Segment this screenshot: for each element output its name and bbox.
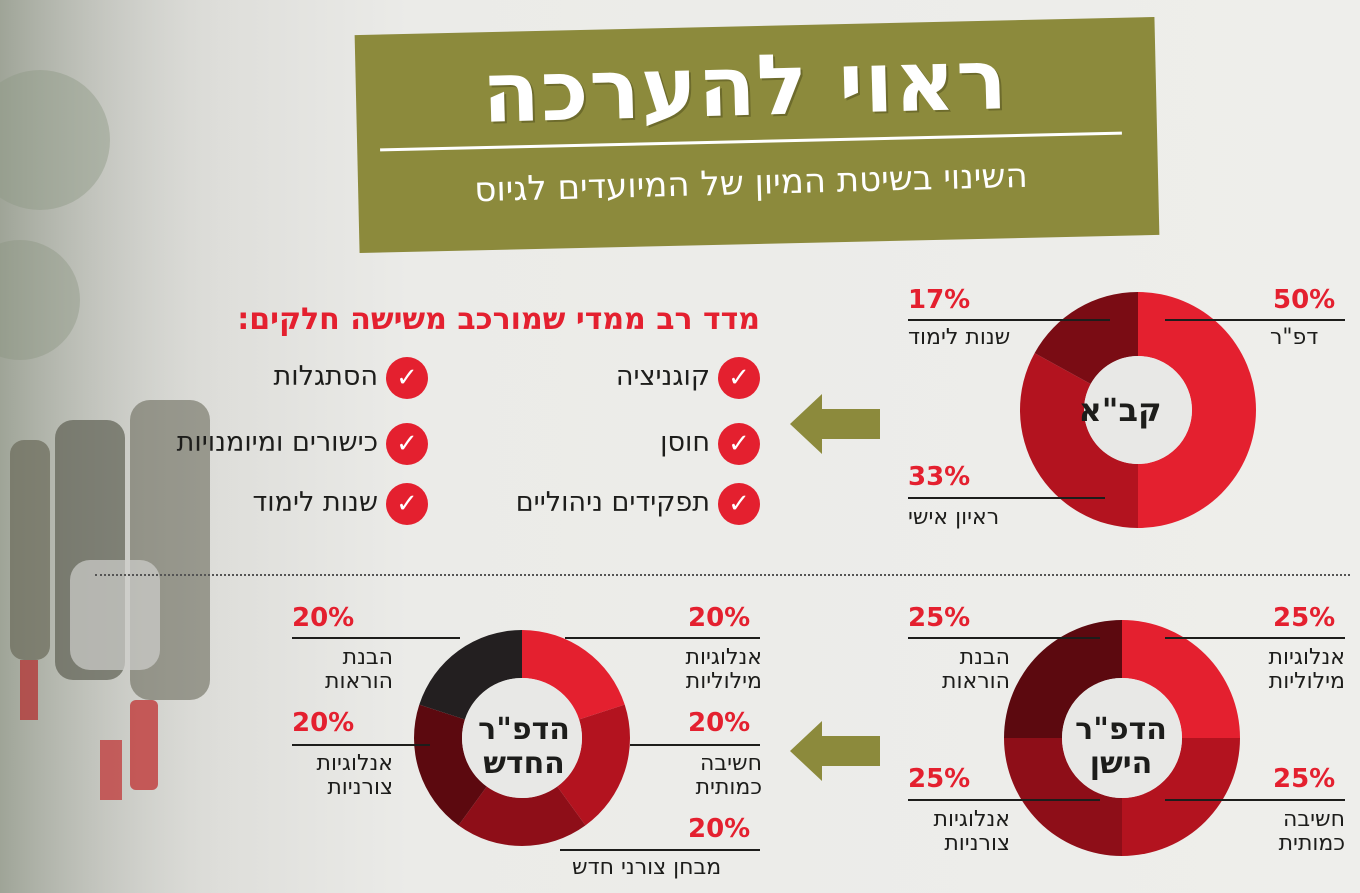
check-icon: ✓ bbox=[386, 422, 428, 465]
kaba-center-label: קב"א bbox=[1078, 391, 1162, 429]
new-dapar-pct-3: 20% bbox=[292, 708, 355, 738]
component-item: ✓ חוסן bbox=[660, 422, 760, 465]
soldiers-photo bbox=[0, 0, 235, 893]
old-dapar-label-0: אנלוגיות מילוליות bbox=[1268, 645, 1345, 694]
kaba-pct-0: 50% bbox=[1273, 285, 1336, 315]
old-dapar-label-3: הבנת הוראות bbox=[942, 645, 1010, 694]
component-label: שנות לימוד bbox=[252, 487, 378, 518]
old-dapar-label-1: חשיבה כמותית bbox=[1278, 807, 1345, 856]
new-dapar-pct-1: 20% bbox=[688, 708, 751, 738]
kaba-pct-2: 17% bbox=[908, 285, 971, 315]
check-icon: ✓ bbox=[386, 356, 428, 399]
old-dapar-slice-2 bbox=[1004, 738, 1122, 856]
new-dapar-slice-4 bbox=[419, 630, 522, 720]
old-dapar-slice-1 bbox=[1122, 738, 1240, 856]
kaba-center-circle bbox=[1084, 356, 1192, 464]
component-item: ✓ שנות לימוד bbox=[253, 482, 428, 525]
components-heading: מדד רב ממדי שמורכב משישה חלקים: bbox=[237, 302, 760, 337]
new-dapar-label-3: אנלוגיות צורניות bbox=[316, 751, 393, 800]
new-dapar-label-4: הבנת הוראות bbox=[325, 645, 393, 694]
new-dapar-center-label: הדפ"ר החדש bbox=[478, 712, 570, 781]
kaba-slice-0 bbox=[1138, 292, 1256, 528]
old-dapar-pct-2: 25% bbox=[908, 764, 971, 794]
component-label: חוסן bbox=[660, 427, 710, 458]
component-item: ✓ הסתגלות bbox=[274, 356, 428, 399]
kaba-pct-1: 33% bbox=[908, 462, 971, 492]
component-item: ✓ תפקידים ניהוליים bbox=[516, 482, 760, 525]
check-icon: ✓ bbox=[718, 356, 760, 399]
check-icon: ✓ bbox=[718, 482, 760, 525]
old-dapar-slice-3 bbox=[1004, 620, 1122, 738]
new-dapar-slice-2 bbox=[458, 786, 586, 846]
kaba-label-0: דפ"ר bbox=[1270, 325, 1319, 350]
old-dapar-center-label: הדפ"ר הישן bbox=[1075, 712, 1167, 781]
new-dapar-pct-4: 20% bbox=[292, 603, 355, 633]
new-dapar-slice-0 bbox=[522, 630, 625, 720]
old-dapar-label-2: אנלוגיות צורניות bbox=[933, 807, 1010, 856]
check-icon: ✓ bbox=[386, 482, 428, 525]
old-dapar-pct-3: 25% bbox=[908, 603, 971, 633]
kaba-slice-1 bbox=[1019, 353, 1138, 528]
kaba-label-1: ראיון אישי bbox=[908, 505, 1000, 530]
new-dapar-pct-2: 20% bbox=[688, 814, 751, 844]
component-item: ✓ קוגניציה bbox=[616, 356, 760, 399]
section-divider bbox=[95, 574, 1350, 576]
old-dapar-slice-0 bbox=[1122, 620, 1240, 738]
old-dapar-pct-1: 25% bbox=[1273, 764, 1336, 794]
component-label: כישורים ומיומנויות bbox=[176, 427, 378, 458]
component-label: הסתגלות bbox=[273, 361, 378, 392]
new-dapar-label-1: חשיבה כמותית bbox=[695, 751, 762, 800]
component-label: קוגניציה bbox=[615, 361, 710, 392]
kaba-slice-2 bbox=[1034, 292, 1138, 384]
kaba-label-2: שנות לימוד bbox=[908, 325, 1011, 350]
new-dapar-slice-1 bbox=[557, 704, 630, 826]
component-item: ✓ כישורים ומיומנויות bbox=[177, 422, 428, 465]
old-dapar-center-circle bbox=[1062, 678, 1182, 798]
new-dapar-slice-3 bbox=[414, 704, 487, 826]
component-label: תפקידים ניהוליים bbox=[515, 487, 710, 518]
check-icon: ✓ bbox=[718, 422, 760, 465]
new-dapar-pct-0: 20% bbox=[688, 603, 751, 633]
new-dapar-label-2: מבחן צורני חדש bbox=[572, 855, 722, 880]
old-dapar-pct-0: 25% bbox=[1273, 603, 1336, 633]
new-dapar-center-circle bbox=[462, 678, 582, 798]
new-dapar-label-0: אנלוגיות מילוליות bbox=[685, 645, 762, 694]
